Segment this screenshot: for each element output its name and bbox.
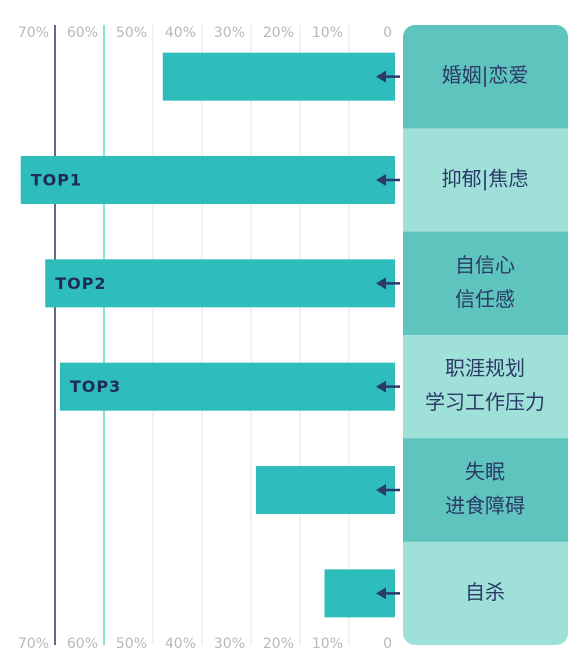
x-tick-label: 70% — [18, 25, 49, 41]
arrow-head — [376, 174, 386, 186]
category-label: 进食障碍 — [445, 494, 525, 518]
x-tick-label: 10% — [312, 25, 343, 41]
bar-annotation: TOP3 — [70, 377, 121, 396]
arrow-head — [376, 587, 386, 600]
x-tick-label: 0 — [383, 25, 392, 41]
x-tick-label: 60% — [67, 636, 98, 652]
category-label: 抑郁|焦虑 — [442, 167, 529, 191]
x-tick-label: 30% — [214, 636, 245, 652]
category-panel — [403, 231, 568, 336]
x-tick-label: 0 — [383, 636, 392, 652]
arrow-head — [376, 484, 386, 496]
category-label: 职涯规划 — [445, 356, 525, 380]
x-tick-label: 30% — [214, 25, 245, 41]
bar-annotation: TOP2 — [55, 274, 106, 293]
x-tick-label: 20% — [263, 25, 294, 41]
x-tick-label: 40% — [165, 636, 196, 652]
category-label: 自杀 — [465, 580, 505, 604]
bar — [20, 156, 395, 204]
category-panel — [403, 541, 568, 645]
arrow-head — [376, 70, 386, 83]
category-panel — [403, 128, 568, 233]
category-label: 失眠 — [465, 460, 505, 484]
category-panel — [403, 438, 568, 543]
bar — [59, 362, 396, 411]
bar — [45, 259, 395, 308]
x-tick-label: 60% — [67, 25, 98, 41]
category-panel — [403, 25, 568, 129]
category-panel — [403, 335, 568, 439]
category-label: 信任感 — [455, 287, 515, 311]
bar-annotation: TOP1 — [31, 171, 82, 190]
bar — [162, 52, 395, 101]
category-label: 婚姻|恋爱 — [442, 63, 529, 87]
arrow-head — [376, 380, 386, 393]
x-tick-label: 50% — [116, 636, 147, 652]
x-tick-label: 10% — [312, 636, 343, 652]
arrow-head — [376, 277, 386, 290]
x-tick-label: 40% — [165, 25, 196, 41]
x-tick-label: 70% — [18, 636, 49, 652]
bar — [255, 466, 395, 514]
category-label: 自信心 — [455, 253, 515, 277]
x-tick-label: 50% — [116, 25, 147, 41]
category-label: 学习工作压力 — [425, 390, 545, 414]
x-tick-label: 20% — [263, 636, 294, 652]
